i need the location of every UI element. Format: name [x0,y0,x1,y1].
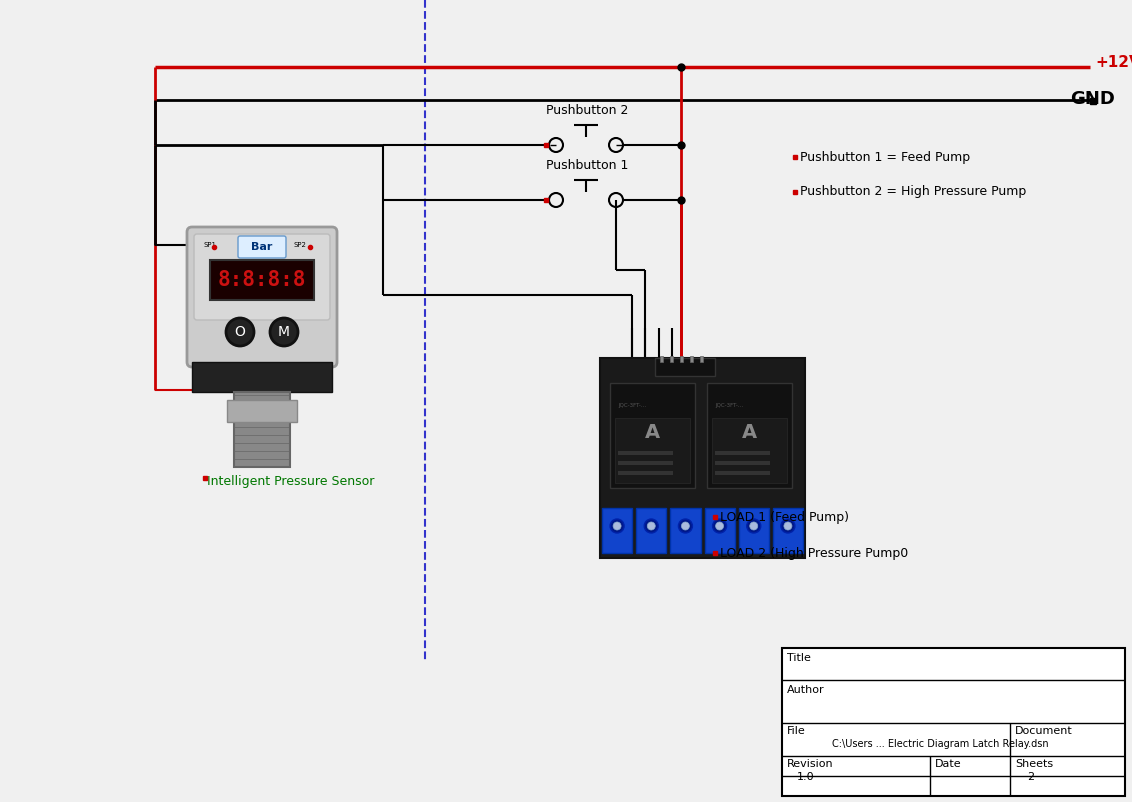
Circle shape [226,318,254,346]
Text: Pushbutton 1 = Feed Pump: Pushbutton 1 = Feed Pump [800,151,970,164]
Circle shape [678,519,693,533]
Text: Revision: Revision [787,759,833,769]
Text: A: A [644,423,660,443]
Bar [708,383,792,488]
Circle shape [784,522,792,530]
Text: Title: Title [787,653,811,663]
Bar [715,451,770,455]
Bar [715,461,770,465]
Bar [670,356,674,362]
Circle shape [747,519,761,533]
Text: C:\Users ... Electric Diagram Latch Relay.dsn: C:\Users ... Electric Diagram Latch Rela… [832,739,1048,749]
Text: 8:8:8:8: 8:8:8:8 [217,270,306,290]
Bar [618,471,674,475]
Text: Pushbutton 1: Pushbutton 1 [546,159,628,172]
Text: Sheets: Sheets [1015,759,1053,769]
Text: SP1: SP1 [204,242,217,248]
Bar [700,356,703,362]
Text: +12V: +12V [1095,55,1132,70]
Bar [773,508,803,553]
Bar [782,648,1125,796]
Text: Date: Date [935,759,961,769]
Bar [636,508,667,553]
Circle shape [749,522,757,530]
Text: GND: GND [1070,90,1115,108]
Text: JQC-3FT-...: JQC-3FT-... [715,403,743,408]
Bar [691,356,693,362]
Text: SP2: SP2 [294,242,307,248]
Bar [739,508,769,553]
Bar [192,362,332,392]
Bar [680,356,683,362]
Text: File: File [787,726,806,736]
Circle shape [648,522,655,530]
Bar [211,260,314,300]
Bar [618,461,674,465]
Text: Document: Document [1015,726,1073,736]
Circle shape [715,522,723,530]
FancyBboxPatch shape [194,234,331,320]
Bar [655,358,715,376]
Bar [618,451,674,455]
Bar [228,400,297,422]
Bar [615,418,691,483]
Text: O: O [234,325,246,339]
Bar [712,418,787,483]
Text: Pushbutton 2 = High Pressure Pump: Pushbutton 2 = High Pressure Pump [800,185,1027,199]
Text: Pushbutton 2: Pushbutton 2 [546,104,628,117]
Circle shape [712,519,727,533]
FancyBboxPatch shape [187,227,337,367]
Bar [602,508,632,553]
Text: M: M [278,325,290,339]
Circle shape [644,519,658,533]
Circle shape [271,318,298,346]
Bar [600,358,805,558]
Bar [610,383,695,488]
Text: 2: 2 [1027,772,1035,782]
Text: LOAD 2 (High Pressure Pump0: LOAD 2 (High Pressure Pump0 [720,546,908,560]
Circle shape [610,519,624,533]
Circle shape [781,519,795,533]
Bar [670,508,701,553]
FancyBboxPatch shape [238,236,286,258]
Bar [715,471,770,475]
Text: LOAD 1 (Feed Pump): LOAD 1 (Feed Pump) [720,511,849,524]
Bar [704,508,735,553]
Text: Intelligent Pressure Sensor: Intelligent Pressure Sensor [207,475,375,488]
Circle shape [614,522,621,530]
Text: JQC-3FT-...: JQC-3FT-... [618,403,646,408]
Text: Author: Author [787,685,824,695]
Text: Bar: Bar [251,242,273,252]
Bar [660,356,663,362]
Bar [234,392,290,467]
Text: 1.0: 1.0 [797,772,815,782]
Text: A: A [741,423,756,443]
Circle shape [681,522,689,530]
